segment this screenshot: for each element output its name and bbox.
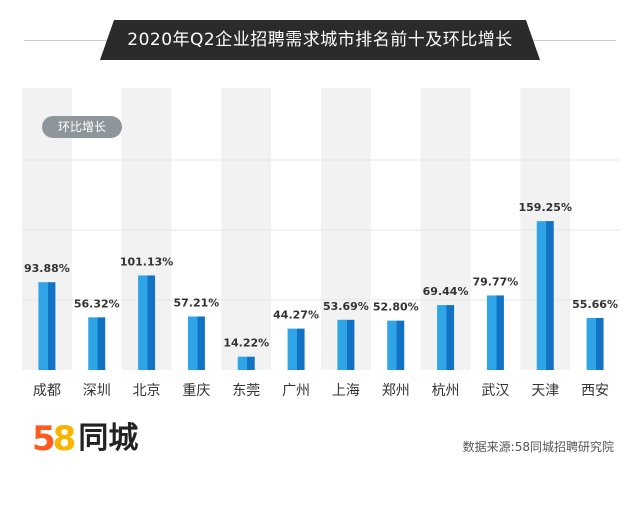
bar-武汉	[486, 295, 504, 370]
logo-text: 同城	[78, 421, 139, 456]
logo-58tongcheng: 5 8 同城	[32, 419, 138, 459]
category-label: 武汉	[481, 383, 510, 399]
value-label: 53.69%	[323, 300, 369, 313]
logo-digit-5: 5	[32, 419, 56, 459]
value-label: 101.13%	[120, 255, 173, 268]
category-label: 西安	[581, 383, 610, 399]
bar-天津	[536, 221, 554, 370]
value-label: 69.44%	[423, 285, 469, 298]
value-label: 159.25%	[519, 201, 572, 214]
bar-广州	[287, 328, 305, 370]
bar-chart: 93.88% 56.32% 101.13% 57.21% 14.22% 44.27% 53.…	[22, 88, 620, 370]
category-label: 北京	[132, 383, 161, 399]
chart-title: 2020年Q2企业招聘需求城市排名前十及环比增长	[100, 20, 540, 60]
category-label: 重庆	[182, 383, 211, 399]
value-label: 56.32%	[74, 297, 120, 310]
category-label: 广州	[282, 383, 311, 399]
data-source: 数据来源:58同城招聘研究院	[462, 440, 614, 454]
bar-重庆	[187, 316, 205, 370]
category-label: 成都	[32, 383, 61, 399]
logo-digit-8: 8	[52, 419, 77, 459]
bar-东莞	[237, 356, 255, 370]
value-label: 44.27%	[273, 309, 319, 322]
value-label: 93.88%	[24, 262, 70, 275]
category-label: 上海	[331, 383, 360, 399]
gridlines	[22, 159, 620, 301]
category-label: 东莞	[232, 383, 261, 399]
bar-西安	[586, 317, 604, 370]
bar-杭州	[437, 305, 455, 370]
column-band	[221, 88, 272, 370]
value-label: 55.66%	[572, 298, 618, 311]
bar-上海	[337, 319, 355, 370]
category-label: 郑州	[381, 383, 410, 399]
value-label: 57.21%	[174, 297, 220, 310]
category-label: 深圳	[82, 383, 111, 399]
bar-深圳	[88, 317, 106, 370]
legend-badge: 环比增长	[42, 116, 122, 138]
value-label: 52.80%	[373, 301, 419, 314]
bar-北京	[138, 275, 156, 370]
value-labels: 93.88% 56.32% 101.13% 57.21% 14.22% 44.27% 53.…	[24, 201, 618, 350]
bar-郑州	[387, 320, 405, 370]
category-label: 杭州	[431, 383, 460, 399]
value-label: 14.22%	[223, 337, 269, 350]
bar-成都	[38, 282, 56, 370]
category-label: 天津	[531, 383, 560, 399]
bars	[38, 221, 604, 370]
value-label: 79.77%	[473, 275, 519, 288]
